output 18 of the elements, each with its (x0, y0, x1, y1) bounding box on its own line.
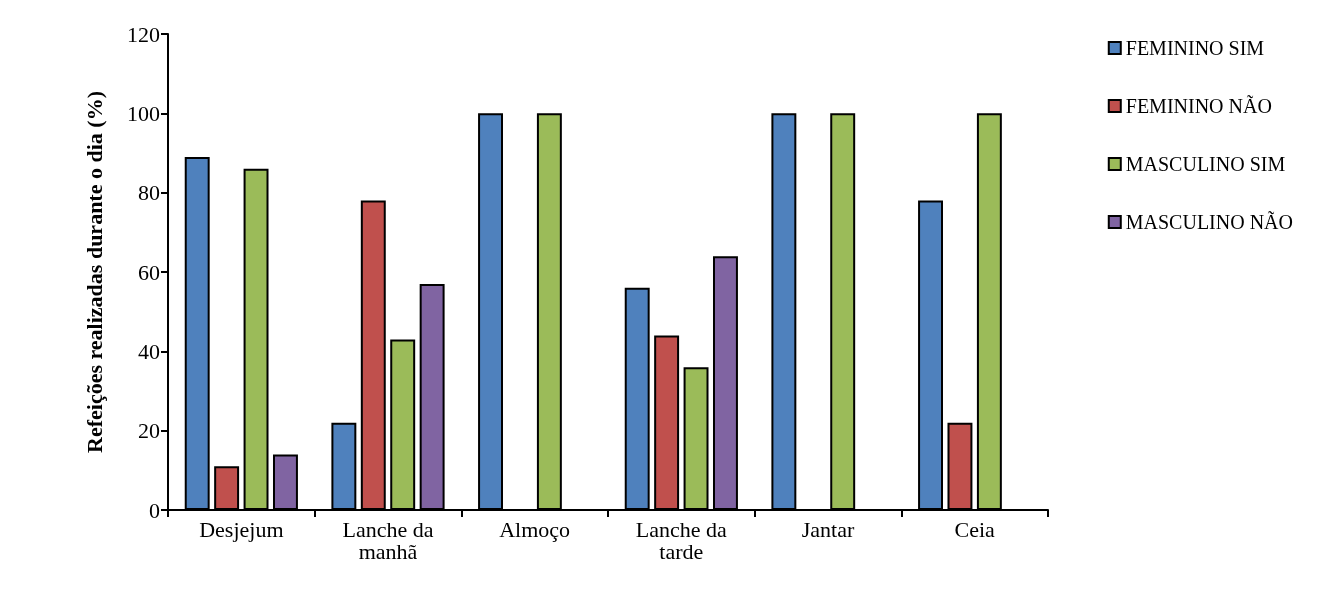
y-tick-label: 100 (127, 100, 160, 126)
y-tick-label: 60 (138, 259, 160, 285)
y-tick-label: 80 (138, 180, 160, 206)
legend-label: MASCULINO SIM (1125, 153, 1286, 175)
x-tick-label: Lanche da tarde (635, 516, 728, 564)
y-tick-label: 120 (127, 21, 160, 47)
x-tick-label: Lanche da manhã (342, 516, 434, 564)
legend-label: FEMININO NÃO (1125, 94, 1272, 117)
x-tick-label: Jantar (801, 516, 855, 542)
x-tick-label: Ceia (954, 516, 996, 542)
y-tick-label: 0 (149, 497, 160, 523)
y-tick-label: 20 (138, 418, 160, 444)
x-tick-label: Desjejum (199, 516, 284, 542)
x-tick-label: Almoço (499, 516, 571, 542)
y-axis-title: Refeições realizadas durante o dia (%) (81, 91, 107, 453)
y-tick-label: 40 (138, 338, 160, 364)
legend-label: MASCULINO NÃO (1125, 210, 1294, 233)
legend-label: FEMININO SIM (1125, 37, 1265, 59)
